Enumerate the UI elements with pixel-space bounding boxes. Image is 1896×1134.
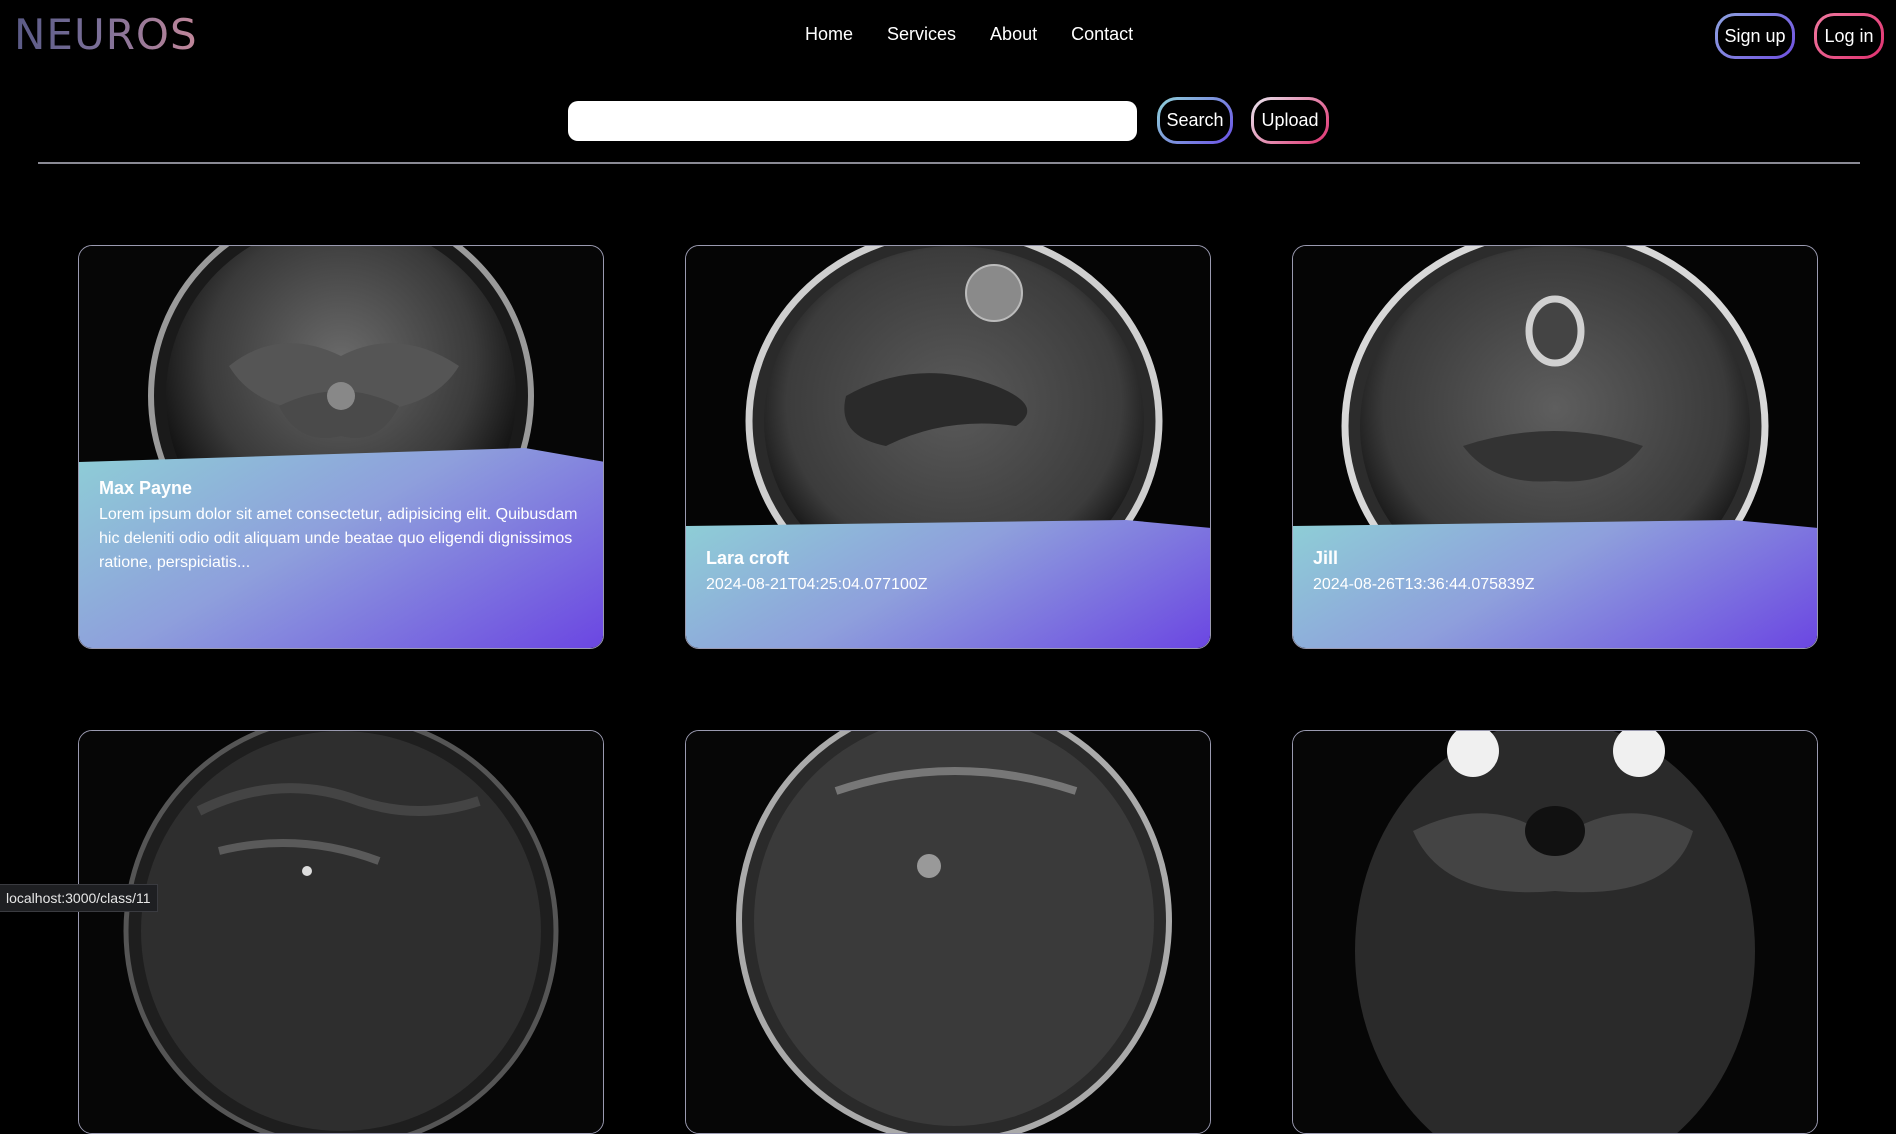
scan-card[interactable]	[78, 730, 604, 1134]
nav-home[interactable]: Home	[805, 24, 854, 44]
patient-name: Max Payne	[99, 478, 193, 498]
search-button[interactable]: Search	[1157, 97, 1233, 144]
scan-card[interactable]: Lara croft 2024-08-21T04:25:04.077100Z	[685, 245, 1211, 649]
signup-button-label: Sign up	[1718, 16, 1792, 56]
mri-scan-image	[1293, 731, 1817, 1133]
card-info-panel: Max Payne Lorem ipsum dolor sit amet con…	[79, 448, 603, 648]
scan-card[interactable]: Max Payne Lorem ipsum dolor sit amet con…	[78, 245, 604, 649]
mri-scan-image	[79, 731, 603, 1133]
upload-button[interactable]: Upload	[1251, 97, 1329, 144]
login-button-label: Log in	[1817, 16, 1881, 56]
patient-name: Lara croft	[706, 548, 790, 568]
signup-button[interactable]: Sign up	[1715, 13, 1795, 59]
main-nav: Home Services About Contact	[805, 24, 1133, 45]
login-button[interactable]: Log in	[1814, 13, 1884, 59]
card-info-panel: Lara croft 2024-08-21T04:25:04.077100Z	[686, 520, 1210, 648]
card-timestamp: 2024-08-26T13:36:44.075839Z	[1313, 576, 1535, 593]
card-timestamp: 2024-08-21T04:25:04.077100Z	[706, 576, 928, 593]
nav-contact[interactable]: Contact	[1071, 24, 1134, 44]
scan-card[interactable]	[685, 730, 1211, 1134]
brand-logo[interactable]: NEUROS	[14, 10, 198, 59]
card-info-panel: Jill 2024-08-26T13:36:44.075839Z	[1293, 520, 1817, 648]
card-description: Lorem ipsum dolor sit amet consectetur, …	[99, 506, 578, 571]
upload-button-label: Upload	[1254, 100, 1326, 141]
browser-status-url: localhost:3000/class/11	[0, 884, 158, 912]
search-input[interactable]	[568, 101, 1137, 141]
nav-about[interactable]: About	[990, 24, 1038, 44]
patient-name: Jill	[1313, 548, 1339, 568]
mri-scan-image	[686, 731, 1210, 1133]
header-divider	[38, 162, 1860, 164]
scan-card[interactable]	[1292, 730, 1818, 1134]
nav-services[interactable]: Services	[887, 24, 957, 44]
scan-card[interactable]: Jill 2024-08-26T13:36:44.075839Z	[1292, 245, 1818, 649]
search-button-label: Search	[1160, 100, 1230, 141]
